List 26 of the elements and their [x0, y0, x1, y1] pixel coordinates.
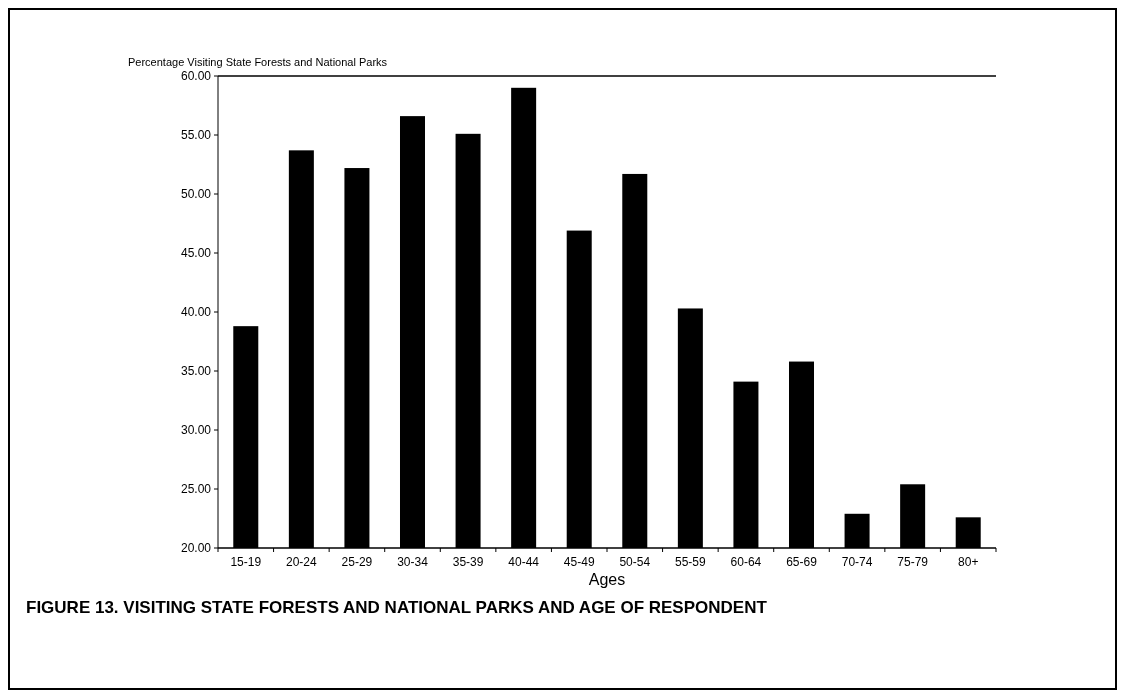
x-tick-label: 20-24: [286, 555, 318, 569]
y-tick-label: 55.00: [180, 128, 212, 143]
y-tick-label: 40.00: [180, 305, 212, 320]
y-tick-label: 20.00: [180, 541, 212, 556]
x-tick-label: 35-39: [452, 555, 484, 569]
x-tick-label: 55-59: [675, 555, 707, 569]
y-tick-label: 25.00: [180, 482, 212, 497]
x-tick-label: 15-19: [230, 555, 262, 569]
x-tick-label: 65-69: [786, 555, 818, 569]
x-tick-label: 40-44: [508, 555, 540, 569]
x-axis-title: Ages: [588, 571, 626, 588]
x-tick-label: 45-49: [563, 555, 595, 569]
chart-title: Percentage Visiting State Forests and National Parks: [128, 56, 388, 68]
x-tick-label: 80+: [958, 555, 979, 569]
y-tick-label: 35.00: [180, 364, 212, 379]
x-tick-label: 75-79: [897, 555, 929, 569]
x-tick-label: 60-64: [730, 555, 762, 569]
caption: FIGURE 13. VISITING STATE FORESTS AND NATIONAL PARKS AND AGE OF RESPONDENT: [26, 598, 768, 617]
y-tick-label: 60.00: [180, 69, 212, 84]
y-tick-label: 50.00: [180, 187, 212, 202]
x-tick-label: 50-54: [619, 555, 651, 569]
y-tick-label: 30.00: [180, 423, 212, 438]
y-tick-label: 45.00: [180, 246, 212, 261]
x-tick-label: 25-29: [341, 555, 373, 569]
x-tick-label: 30-34: [397, 555, 429, 569]
x-tick-label: 70-74: [841, 555, 873, 569]
